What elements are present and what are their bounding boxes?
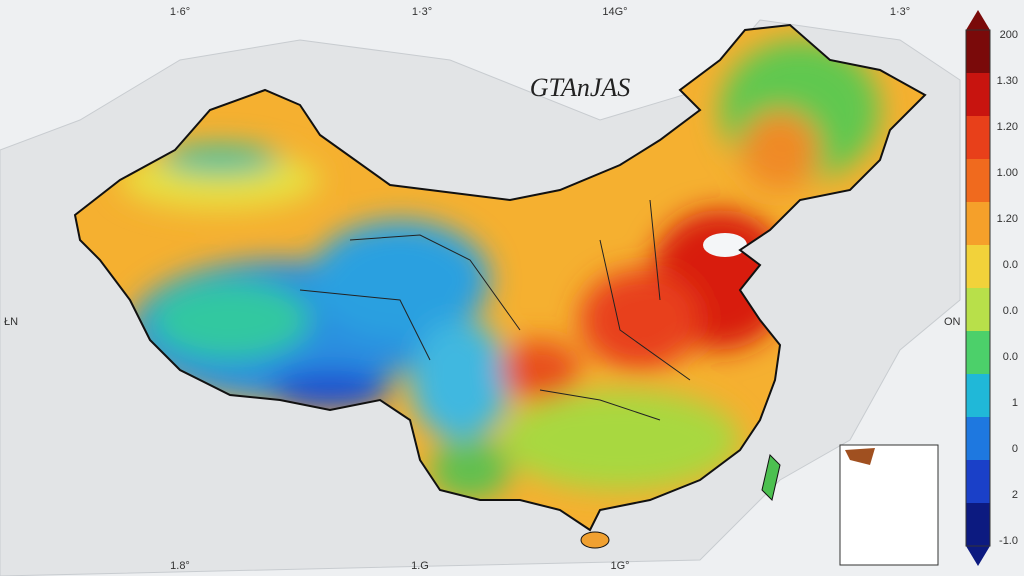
colorbar-label: 0.0 bbox=[1003, 259, 1018, 271]
lat-label: ŁN bbox=[4, 316, 18, 328]
colorbar-segment bbox=[966, 30, 990, 74]
colorbar-label: 0.0 bbox=[1003, 351, 1018, 363]
taiwan bbox=[761, 454, 781, 501]
colorbar-segment bbox=[966, 503, 990, 547]
colorbar-label: 1.00 bbox=[997, 167, 1018, 179]
colorbar-label: 1.20 bbox=[997, 213, 1018, 225]
colorbar-label: 0 bbox=[1012, 443, 1018, 455]
lon-label: 1·3° bbox=[890, 6, 910, 18]
colorbar-segment bbox=[966, 245, 990, 289]
lon-label: 14G° bbox=[602, 6, 627, 18]
colorbar-label: 200 bbox=[1000, 29, 1018, 41]
lon-label: 1.G bbox=[411, 560, 429, 572]
colorbar-segment bbox=[966, 331, 990, 375]
lon-label: 1·3° bbox=[412, 6, 432, 18]
colorbar-segment bbox=[966, 159, 990, 203]
map-title: GTAnJAS bbox=[530, 73, 631, 102]
colorbar-segment bbox=[966, 288, 990, 332]
colorbar-label: -1.0 bbox=[999, 535, 1018, 547]
colorbar-label: 0.0 bbox=[1003, 305, 1018, 317]
colorbar-label: 1 bbox=[1012, 397, 1018, 409]
colorbar-cap bbox=[966, 546, 990, 566]
colorbar-segment bbox=[966, 202, 990, 246]
colorbar-frame bbox=[965, 29, 991, 547]
province-borders bbox=[299, 199, 691, 421]
colorbar-label: 1.30 bbox=[997, 75, 1018, 87]
lat-label: ON bbox=[944, 316, 961, 328]
colorbar-segment bbox=[966, 374, 990, 418]
lon-label: 1.8° bbox=[170, 560, 190, 572]
lon-label: 1G° bbox=[610, 560, 629, 572]
colorbar-segment bbox=[966, 417, 990, 461]
inset-land bbox=[845, 448, 875, 465]
colorbar-cap bbox=[966, 10, 990, 30]
colorbar-segment bbox=[966, 73, 990, 117]
colorbar-label: 1.20 bbox=[997, 121, 1018, 133]
colorbar-segment bbox=[966, 460, 990, 504]
hainan bbox=[580, 531, 610, 549]
lon-label: 1·6° bbox=[170, 6, 190, 18]
colorbar-segment bbox=[966, 116, 990, 160]
colorbar-label: 2 bbox=[1012, 489, 1018, 501]
inset-map bbox=[839, 444, 939, 566]
